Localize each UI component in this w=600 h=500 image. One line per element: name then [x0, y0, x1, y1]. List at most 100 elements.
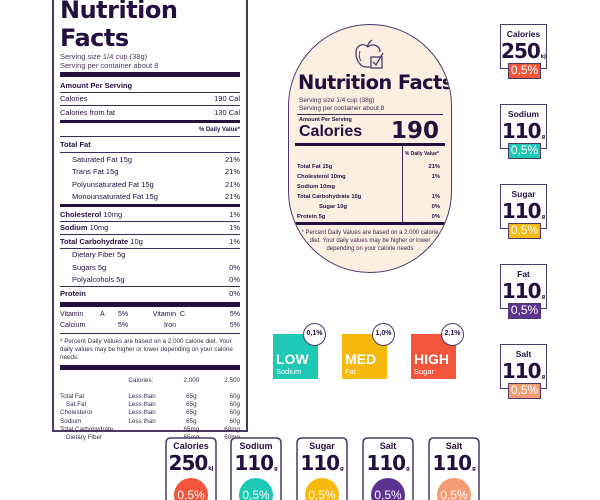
level-tile-med: MED Fat 1,0%: [342, 323, 395, 379]
divider: [60, 301, 240, 307]
level-label: HIGH: [414, 351, 449, 367]
cholesterol-row: Cholesterol 10mg 1%: [60, 209, 240, 219]
badge-value: 110g: [501, 279, 546, 303]
shield-percent: 0,5%: [437, 478, 471, 500]
arch-nutrient-row: Total Fat 15g 21%: [297, 164, 440, 170]
shield-value: 110g: [432, 451, 476, 475]
badge-value: 110g: [501, 119, 546, 143]
divider: [60, 220, 240, 222]
level-percent: 0,1%: [303, 323, 326, 346]
divider: [60, 247, 240, 249]
level-label: MED: [345, 351, 377, 367]
arch-nutrition-label: Nutrition Facts Serving size 1/4 cup (38…: [288, 24, 452, 273]
divider: [60, 72, 240, 77]
level-nutrient: Sugar: [414, 367, 435, 376]
arch-nutrient-row: Total Carbohydrate 10g 1%: [297, 194, 440, 200]
fat-row: Monounsaturated Fat 15g 21%: [60, 191, 240, 204]
nutrient-badge-salt: Salt 110g 0,5%: [500, 344, 547, 399]
shield-value: 250kJ: [168, 451, 214, 475]
level-tile-low: LOW Sodium 0,1%: [273, 323, 326, 379]
shield-value: 110g: [234, 451, 278, 475]
vitamin-label: Iron: [163, 321, 176, 329]
arch-title: Nutrition Facts: [298, 71, 452, 94]
shield-percent: 0,5%: [371, 478, 405, 500]
nutrient-badge-sugar: Sugar 110g 0,5%: [500, 184, 547, 239]
level-percent: 2,1%: [441, 323, 464, 346]
badge-value: 110g: [501, 359, 546, 383]
badge-percent: 0,5%: [508, 223, 541, 239]
badge-name: Fat: [517, 269, 530, 279]
shield-name: Sodium: [239, 441, 273, 451]
fat-pct: 21%: [224, 154, 240, 164]
shield-name: Salt: [445, 441, 463, 451]
badge-percent: 0,5%: [508, 303, 541, 319]
vitamin-label: Calcium: [60, 321, 86, 329]
badge-percent: 0,5%: [508, 383, 541, 399]
fat-label: Polyunsaturated Fat 15g: [72, 179, 154, 189]
badge-percent: 0,5%: [508, 143, 541, 159]
divider: [297, 114, 443, 115]
shield-badge-salt: Salt 110g 0,5%: [362, 437, 414, 500]
vitamin-row: Vitamin A 5% Vitamin C 5%: [60, 309, 240, 320]
calories-from-fat-row: Calories from fat 130 Cal: [60, 106, 240, 119]
shield-value: 110g: [366, 451, 410, 475]
shield-value: 110g: [300, 451, 344, 475]
carb-pct: 0%: [229, 262, 240, 272]
badge-name: Salt: [515, 349, 532, 359]
fat-row: Polyunsaturated Fat 15g 21%: [60, 178, 240, 191]
carb-row: Polyalcohols 5g 0%: [60, 274, 240, 287]
arch-footnote: * Percent Daily Values are based on a 2.…: [301, 230, 439, 253]
vitamin-a: 5%: [118, 321, 129, 329]
shield-badge-sugar: Sugar 110g 0,5%: [296, 437, 348, 500]
level-tile-high: HIGH Sugar 2,1%: [411, 323, 464, 379]
carb-pct: 0%: [229, 275, 240, 285]
arch-nutrient-row: Sugar 10g 0%: [319, 204, 440, 210]
arch-calories-label: Calories: [299, 123, 363, 140]
shield-name: Salt: [379, 441, 397, 451]
daily-values-row: Total Fat Less than 65g 60g: [60, 392, 240, 400]
nutrient-badge-calories: Calories 250kJ 0,5%: [500, 24, 547, 79]
shield-name: Calories: [173, 441, 209, 451]
calories-from-fat-label: Calories from fat: [60, 107, 116, 117]
label-title: Nutrition Facts: [60, 0, 178, 52]
divider: [60, 105, 240, 106]
divider: [60, 332, 240, 334]
footnote: * Percent Daily Values are based on a 2.…: [60, 337, 233, 361]
divider: [60, 204, 240, 207]
calories-from-fat-value: 130 Cal: [214, 107, 240, 117]
servings-per-container: Serving per container about 8: [60, 61, 159, 70]
level-label: LOW: [276, 351, 309, 367]
vitamin-name: C: [180, 310, 186, 318]
divider: [60, 119, 240, 123]
divider: [60, 234, 240, 235]
arch-daily-value-header: % Daily Value*: [404, 151, 439, 157]
fat-pct: 21%: [224, 179, 240, 189]
fat-pct: 21%: [224, 192, 240, 202]
fat-label: Monounsaturated Fat 15g: [72, 192, 158, 202]
shield-badge-salt: Salt 110g 0,5%: [428, 437, 480, 500]
amount-per-serving: Amount Per Serving: [60, 80, 133, 90]
badge-name: Sugar: [511, 189, 536, 199]
daily-values-row: Cholesterol Less than 65g 60g: [60, 409, 240, 417]
shield-name: Sugar: [309, 441, 335, 451]
protein-row: Protein 0%: [60, 288, 240, 298]
arch-amount-per-serving: Amount Per Serving: [299, 117, 352, 123]
badge-value: 110g: [501, 199, 546, 223]
level-nutrient: Sodium: [276, 367, 302, 376]
daily-value-header: % Daily Value*: [198, 126, 240, 133]
vitamin-label: Vitamin: [152, 310, 176, 318]
divider: [60, 136, 240, 137]
daily-values-row: Sat Fat Less than 65g 60g: [66, 401, 240, 409]
divider: [295, 143, 445, 146]
shield-badge-calories: Calories 250kJ 0,5%: [165, 437, 217, 500]
daily-values-header: Calories: 2.000 2.500: [128, 376, 240, 384]
daily-values-row: Total Carbohydrate 65mg 60mg: [60, 425, 240, 433]
divider: [60, 91, 240, 93]
badge-name: Calories: [506, 29, 541, 39]
calories-row: Calories 190 Cal: [60, 93, 240, 106]
arch-calories-value: 190: [390, 118, 439, 144]
carb-label: Sugars 5g: [72, 262, 107, 272]
carb-label: Polyalcohols 5g: [72, 275, 125, 285]
divider: [60, 152, 240, 153]
carb-row: Dietary Fiber 5g: [60, 249, 240, 262]
